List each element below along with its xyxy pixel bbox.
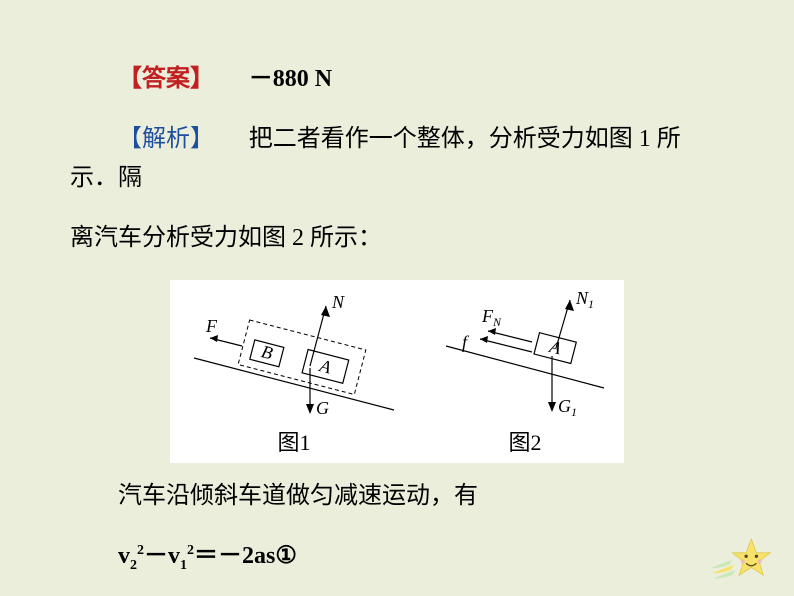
arrow-G1-head — [548, 402, 556, 412]
incline-line-2 — [446, 346, 604, 388]
eq-rhs: 2as — [242, 543, 275, 569]
answer-value: －880 N — [249, 66, 332, 92]
arrow-FN-head — [488, 328, 496, 335]
equation-line: v22－v12＝－2as① — [70, 537, 724, 577]
star-icon — [706, 522, 776, 582]
figure-1-svg: B A F N — [184, 286, 404, 418]
dashed-system-box: B A — [238, 320, 366, 395]
eq-v1: v12 — [168, 543, 194, 569]
arrow-f-head — [480, 336, 488, 343]
analysis-line1: 【解析】 把二者看作一个整体，分析受力如图 1 所示．隔 — [70, 120, 724, 197]
after-text: 汽车沿倾斜车道做匀减速运动，有 — [70, 477, 724, 515]
arrow-N-head — [321, 306, 330, 317]
label-N1: N1 — [575, 288, 594, 311]
label-f: f — [462, 332, 470, 352]
label-FN: FN — [481, 306, 502, 329]
analysis-label: 【解析】 — [118, 126, 214, 152]
eq-minus: － — [144, 543, 168, 569]
figures-container: B A F N — [70, 280, 724, 463]
analysis-text2: 离汽车分析受力如图 2 所示： — [70, 225, 382, 251]
arrow-F-head — [210, 335, 218, 342]
arrow-N1-head — [565, 300, 574, 311]
figure-2-label: 图2 — [440, 425, 610, 457]
answer-label: 【答案】 — [118, 66, 214, 92]
eq-rhs-sign: － — [218, 543, 242, 569]
figures-white-box: B A F N — [170, 280, 624, 463]
label-G: G — [316, 398, 329, 418]
box-A-group: A — [534, 332, 576, 363]
analysis-line2: 离汽车分析受力如图 2 所示： — [70, 219, 724, 257]
eq-circled: ① — [275, 543, 297, 569]
arrow-G-head — [306, 404, 314, 414]
eq-eq: ＝ — [194, 543, 218, 569]
answer-line: 【答案】 －880 N — [70, 60, 724, 98]
label-N: N — [331, 292, 345, 312]
figure-2: A FN f N1 — [440, 286, 610, 457]
incline-line — [194, 358, 394, 410]
eq-v2: v22 — [118, 543, 144, 569]
figure-1: B A F N — [184, 286, 404, 457]
figure-2-svg: A FN f N1 — [440, 286, 610, 418]
label-G1: G1 — [558, 396, 577, 418]
label-F: F — [205, 316, 218, 336]
figure-1-label: 图1 — [184, 425, 404, 457]
arrow-f-line — [480, 339, 532, 352]
